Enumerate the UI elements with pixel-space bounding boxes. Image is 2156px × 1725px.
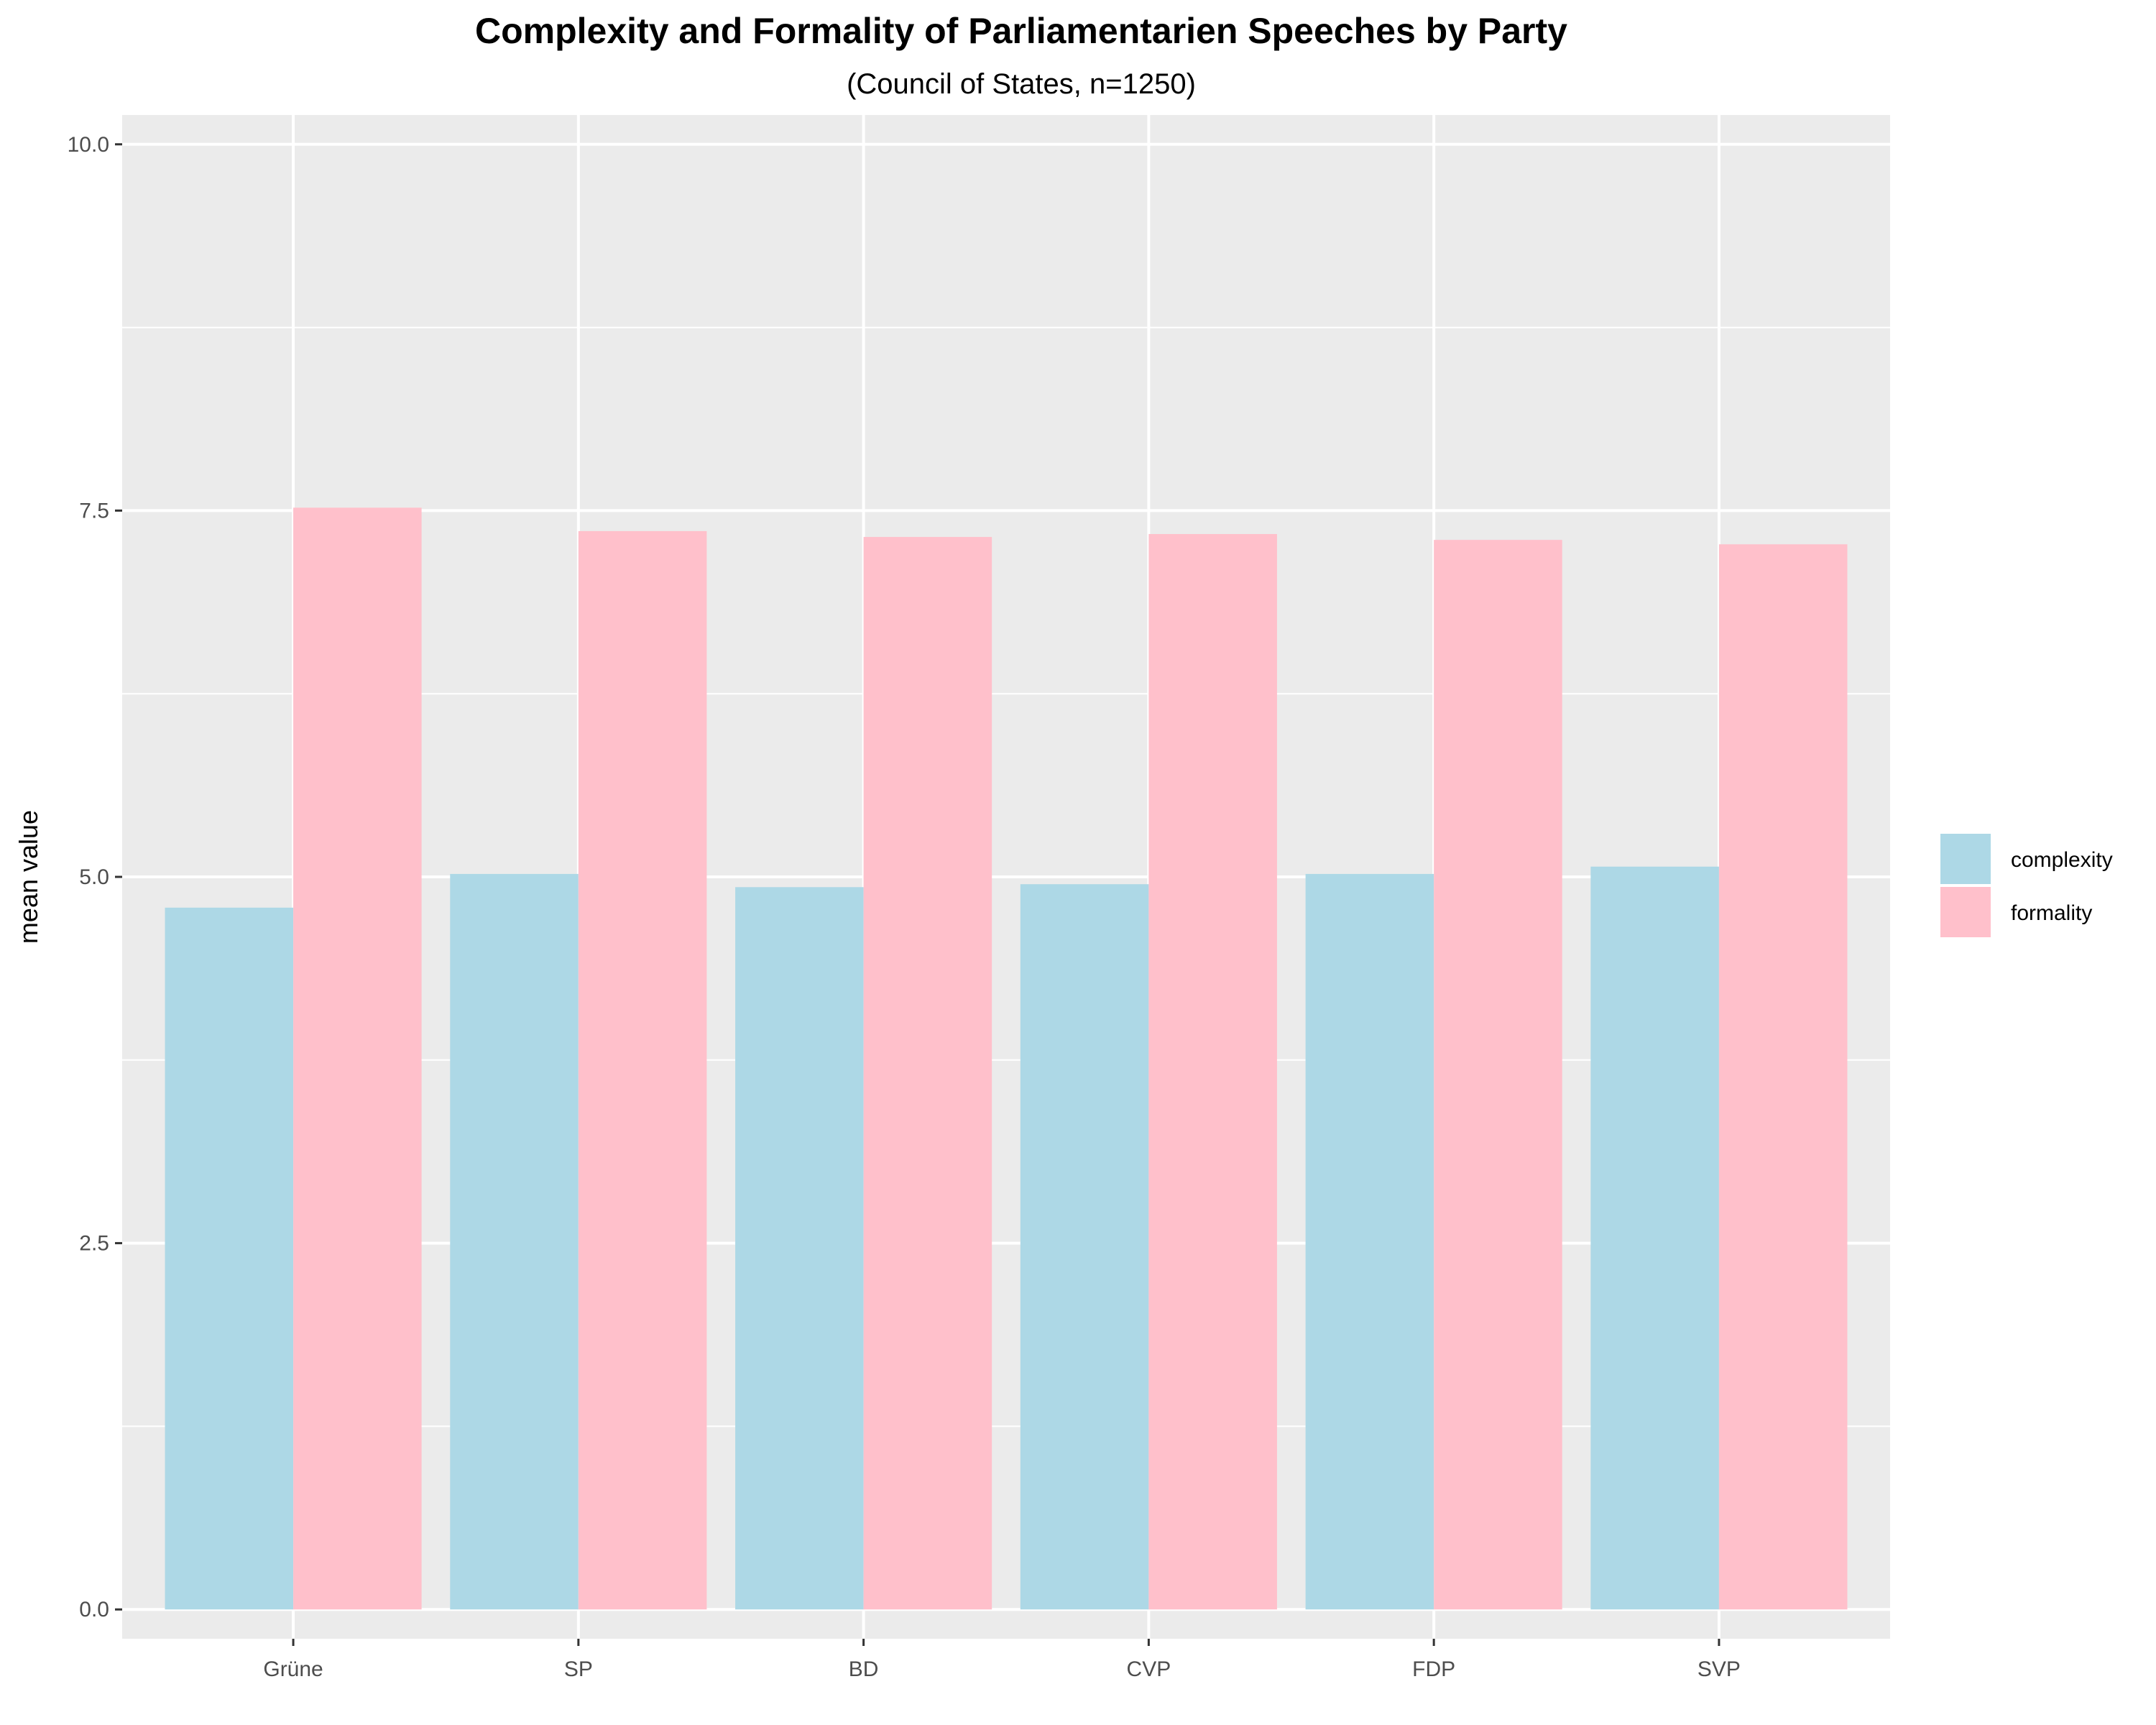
x-tick-label: Grüne [263, 1657, 323, 1681]
x-tick-label: FDP [1412, 1657, 1455, 1681]
x-tick-label: CVP [1127, 1657, 1171, 1681]
bar-formality-sp [578, 530, 707, 1610]
y-axis-title: mean value [14, 810, 43, 944]
bar-complexity-sp [450, 873, 579, 1610]
x-tick-label: BD [849, 1657, 879, 1681]
x-axis: Grüne SP BD CVP FDP SVP [263, 1639, 1741, 1681]
bar-formality-cvp [1148, 534, 1277, 1610]
legend-key-complexity [1940, 834, 1991, 884]
y-axis: 0.0 2.5 5.0 7.5 10.0 [68, 133, 122, 1622]
bar-complexity-fdp [1305, 873, 1434, 1610]
x-tick-label: SVP [1697, 1657, 1741, 1681]
y-tick-label: 10.0 [68, 133, 109, 157]
bar-complexity-grüne [165, 907, 294, 1610]
y-tick-label: 5.0 [79, 865, 109, 889]
chart-title: Complexity and Formality of Parliamentar… [475, 11, 1567, 51]
legend-label-formality: formality [2011, 901, 2092, 925]
chart-subtitle: (Council of States, n=1250) [847, 68, 1196, 100]
bar-complexity-cvp [1020, 884, 1149, 1610]
y-tick-label: 2.5 [79, 1232, 109, 1256]
legend-key-formality [1940, 887, 1991, 937]
bar-formality-svp [1718, 544, 1848, 1610]
legend: complexity formality [1940, 834, 2113, 937]
bars [165, 507, 1848, 1610]
bar-formality-bd [863, 537, 992, 1610]
bar-formality-grüne [293, 507, 422, 1610]
y-tick-label: 7.5 [79, 499, 109, 523]
bar-formality-fdp [1434, 540, 1562, 1610]
bar-complexity-bd [735, 887, 864, 1610]
x-tick-label: SP [564, 1657, 593, 1681]
legend-label-complexity: complexity [2011, 848, 2113, 872]
bar-complexity-svp [1590, 866, 1719, 1610]
y-tick-label: 0.0 [79, 1598, 109, 1622]
